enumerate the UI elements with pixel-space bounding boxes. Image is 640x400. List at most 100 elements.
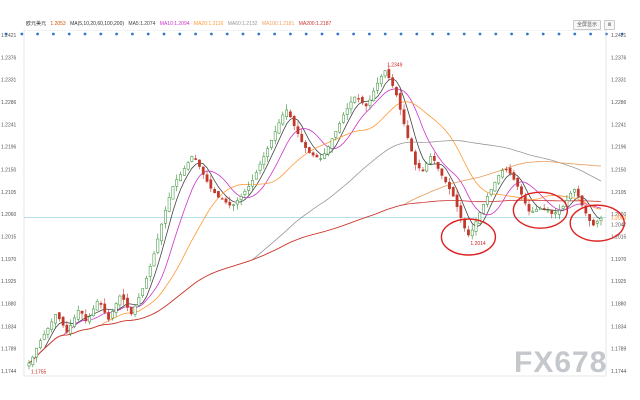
price-annotation: 1.2349 (387, 63, 403, 69)
candle (429, 153, 432, 165)
event-dot[interactable] (273, 32, 276, 36)
event-dot[interactable] (178, 32, 182, 36)
candle (307, 146, 311, 154)
event-dot[interactable] (431, 32, 434, 36)
event-dot[interactable] (573, 32, 577, 36)
candle (137, 293, 141, 307)
event-dot[interactable] (194, 32, 198, 36)
event-dot[interactable] (605, 32, 608, 36)
fullscreen-button[interactable]: 全屏显示 (573, 20, 602, 30)
candle (467, 226, 470, 238)
candle (167, 192, 171, 213)
event-dot[interactable] (131, 32, 134, 36)
event-dot[interactable] (241, 32, 245, 36)
legend-ma-header: MA(5,10,20,60,100,200) (70, 21, 125, 27)
candle (360, 95, 364, 106)
y-tick-label-right: 1.2286 (611, 100, 627, 106)
event-dot[interactable] (526, 32, 529, 36)
y-tick-label-right: 1.2105 (611, 190, 627, 196)
event-dot[interactable] (115, 32, 118, 36)
y-tick-label-right: 1.1970 (611, 257, 627, 263)
candle (281, 111, 285, 126)
candle (485, 193, 489, 208)
candle (546, 207, 550, 214)
highlight-circle (512, 191, 569, 229)
candle (179, 171, 182, 182)
event-dot[interactable] (289, 32, 292, 36)
y-tick-label-left: 1.2196 (1, 145, 17, 151)
candle (576, 185, 580, 199)
candle (508, 163, 512, 176)
y-tick-label-left: 1.2421 (1, 33, 17, 39)
event-dot[interactable] (83, 32, 87, 36)
event-dot[interactable] (557, 32, 561, 36)
candle (152, 251, 156, 267)
moving-average-lines (28, 78, 602, 364)
candle (31, 355, 35, 368)
candle (482, 203, 485, 215)
candle (357, 94, 360, 103)
event-dot[interactable] (620, 32, 624, 36)
candle (42, 330, 46, 341)
candle (395, 86, 398, 98)
candle (103, 298, 107, 315)
candle (315, 153, 319, 158)
candle (345, 103, 349, 121)
candle (175, 174, 179, 192)
candle (338, 121, 342, 134)
event-dot[interactable] (210, 32, 213, 36)
event-dot[interactable] (257, 32, 261, 36)
y-tick-label-right: 1.2015 (611, 235, 627, 241)
candle (304, 139, 307, 153)
event-dot[interactable] (67, 32, 71, 36)
event-dot[interactable] (99, 32, 103, 36)
event-dot[interactable] (368, 32, 371, 36)
candle (319, 154, 323, 162)
candle (182, 165, 186, 176)
legend-ma60: MA60:1.2132 (227, 21, 258, 27)
event-dot[interactable] (225, 32, 229, 36)
price-annotation: 1.1755 (31, 370, 47, 376)
event-dot[interactable] (447, 32, 450, 36)
event-dot[interactable] (20, 32, 24, 36)
legend-ma100: MA100:1.2181 (261, 21, 295, 27)
candle (323, 148, 326, 159)
candle (145, 275, 148, 289)
event-dot[interactable] (462, 32, 466, 36)
candle (398, 88, 402, 115)
event-dot[interactable] (162, 32, 166, 36)
event-dot[interactable] (36, 32, 39, 36)
event-dot[interactable] (383, 32, 387, 36)
event-dot[interactable] (52, 32, 55, 36)
y-tick-label-right: 1.2331 (611, 78, 627, 84)
highlight-circle (569, 204, 625, 242)
candle (277, 118, 281, 135)
event-dot[interactable] (304, 32, 308, 36)
candle (156, 233, 160, 255)
event-dot[interactable] (320, 32, 324, 36)
event-dot[interactable] (336, 32, 340, 36)
event-dot[interactable] (589, 32, 592, 36)
candle (118, 294, 122, 310)
candle (376, 77, 379, 94)
settings-button[interactable]: Ⅲ (604, 20, 616, 30)
ma200-line (28, 199, 602, 364)
highlight-circle (440, 218, 497, 256)
event-dot[interactable] (510, 32, 513, 36)
chart-toolbar: 欧元美元 1.2053 MA(5,10,20,60,100,200) MA5:1… (0, 0, 640, 30)
ma20-line (28, 101, 602, 364)
candlestick-chart: 1.2421 1.2376 1.2331 1.2286 1.2241 1.2196 1.21… (1, 30, 627, 377)
event-dot[interactable] (478, 32, 482, 36)
candle (421, 167, 425, 172)
event-dot[interactable] (541, 32, 545, 36)
event-dot[interactable] (4, 32, 8, 36)
candle (129, 307, 133, 316)
y-tick-label-right: 1.2196 (611, 145, 627, 151)
event-dot[interactable] (415, 32, 419, 36)
event-dot[interactable] (494, 32, 498, 36)
event-dot[interactable] (352, 32, 355, 36)
candle (599, 215, 603, 226)
event-dot[interactable] (399, 32, 403, 36)
candle (270, 139, 273, 150)
event-dot[interactable] (146, 32, 150, 36)
